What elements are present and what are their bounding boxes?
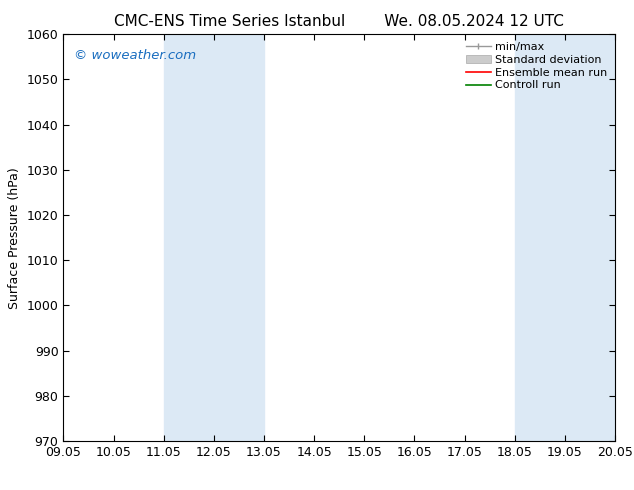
- Bar: [164, 34, 264, 441]
- Bar: [515, 34, 615, 441]
- Y-axis label: Surface Pressure (hPa): Surface Pressure (hPa): [8, 167, 21, 309]
- Legend: min/max, Standard deviation, Ensemble mean run, Controll run: min/max, Standard deviation, Ensemble me…: [463, 39, 611, 94]
- Text: © woweather.com: © woweather.com: [74, 49, 197, 62]
- Title: CMC-ENS Time Series Istanbul        We. 08.05.2024 12 UTC: CMC-ENS Time Series Istanbul We. 08.05.2…: [114, 14, 564, 29]
